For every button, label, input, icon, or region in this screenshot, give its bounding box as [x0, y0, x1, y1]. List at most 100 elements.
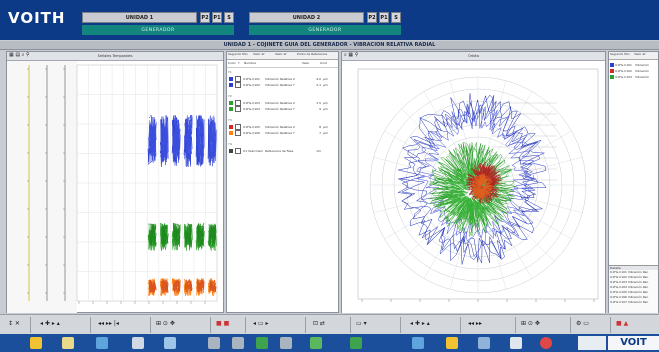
channel-row[interactable]: U1FG.C105 Vibración Relativa X 8 µm [227, 124, 338, 130]
channel-name: Vibración [635, 75, 650, 79]
toolbar-sync2-section[interactable]: ⊞ ⊙ ✥ [515, 317, 571, 333]
channel-checkbox[interactable] [235, 76, 241, 82]
col-referencia[interactable]: Punto de Referencia [297, 52, 328, 56]
green-down-arrow-icon[interactable] [256, 337, 268, 349]
unit-2-p2-button[interactable]: P2 [367, 12, 377, 23]
toolbar-step-section[interactable]: ◂◂ ▸▸ [460, 317, 516, 333]
unit-1-s-button[interactable]: S [224, 12, 234, 23]
unit-2-s-button[interactable]: S [391, 12, 401, 23]
toolbar-move-section[interactable]: ◂ ✚ ▸ ▴ [400, 317, 461, 333]
channel-checkbox[interactable] [235, 82, 241, 88]
channel-checkbox[interactable] [235, 130, 241, 136]
channel-group-label: Y2 [228, 94, 232, 98]
p2-label: P2 [201, 14, 209, 21]
right-channel-row[interactable]: U1FG.C103 Vibración [609, 74, 658, 80]
channel-color-swatch [610, 75, 614, 79]
col-segundo[interactable]: Segundo Min [228, 52, 248, 56]
signal-trace [184, 223, 193, 248]
orbit-tool-icons[interactable]: ⌕ ▦ ⚲ [344, 52, 359, 58]
channel-group-label: Y1 [228, 70, 232, 74]
signal-trace [208, 223, 217, 248]
channel-checkbox[interactable] [235, 100, 241, 106]
refresh-icon[interactable] [310, 337, 322, 349]
signal-trace [196, 115, 205, 163]
chart-icon[interactable] [96, 337, 108, 349]
tools-icon[interactable] [132, 337, 144, 349]
monitor-icon[interactable] [164, 337, 176, 349]
up-arrow-icon[interactable] [232, 337, 244, 349]
info-icon[interactable] [510, 337, 522, 349]
toolbar-zoom-section[interactable]: ◂ ✚ ▸ ▴ [30, 317, 91, 333]
signal-trace [148, 279, 157, 294]
toolbar-sync-section[interactable]: ⊞ ⊙ ✥ [150, 317, 211, 333]
channel-id: U1FG.C103 [243, 101, 260, 105]
toolbar-nav-section[interactable]: ◂◂ ▸▸ |◂ [90, 317, 151, 333]
toolbar-misc-section[interactable]: ■ ▲ [616, 320, 629, 327]
unit-2-button[interactable]: UNIDAD 2 [249, 12, 364, 23]
toolbar-axis-section[interactable]: ▭ ▾ [350, 317, 401, 333]
channel-id: U1FG.C105 [243, 125, 260, 129]
channel-value: 1m [316, 149, 321, 153]
unit-1-p2-button[interactable]: P2 [200, 12, 210, 23]
channel-color-swatch [229, 77, 233, 81]
toolbar-scale-section[interactable]: ↕ ✕ [0, 317, 31, 333]
channel-row[interactable]: U1FG.C106 Vibración Relativa Y 7 µm [227, 130, 338, 136]
orbit-title: Orbita [468, 54, 479, 58]
power-icon[interactable] [540, 337, 552, 349]
signal-trace [208, 115, 217, 163]
unit-2-generator-tab[interactable]: GENERADOR [249, 25, 401, 35]
channel-name: Vibración Relativa X [265, 101, 296, 105]
toolbar-view-section[interactable]: ⊡ ⇄ [305, 317, 351, 333]
unit-2-p1-button[interactable]: P1 [379, 12, 389, 23]
green-arrow-icon[interactable] [350, 337, 362, 349]
log-row: U1FG.C101 Vibración Rel. [610, 270, 649, 274]
orbit-trace [469, 172, 494, 201]
orbit-plot[interactable] [342, 61, 605, 313]
channel-row[interactable]: U1FG.C101 Vibración Relativa X 4.0 µm [227, 76, 338, 82]
grid-icon[interactable] [412, 337, 424, 349]
signal-trace [184, 114, 193, 162]
toolbar-settings-section[interactable]: ⚙ ▭ [570, 317, 611, 333]
col-y: Y [238, 61, 240, 65]
time-signals-chart[interactable] [7, 61, 223, 313]
channel-value: 2.1 [316, 83, 321, 87]
col-valor-1[interactable]: Valor af [253, 52, 265, 56]
right-col-segundo[interactable]: Segundo Min [610, 52, 630, 56]
channel-group-label: Y3 [228, 118, 232, 122]
channel-id: U1FG.C104 [243, 107, 260, 111]
channel-color-swatch [229, 101, 233, 105]
right-channel-row[interactable]: U1FG.C102 Vibración [609, 68, 658, 74]
back-arrow-icon[interactable] [208, 337, 220, 349]
report-icon[interactable] [446, 337, 458, 349]
orbit-panel: Orbita ⌕ ▦ ⚲ [341, 51, 606, 313]
channel-row[interactable]: U1FG.C102 Vibración Relativa Y 2.1 µm [227, 82, 338, 88]
unit-1-button[interactable]: UNIDAD 1 [82, 12, 197, 23]
toolbar-color-section[interactable]: ■ ■ [210, 317, 246, 333]
channel-row[interactable]: U1 Velocidad Referencia de Fase 1m [227, 148, 338, 154]
signal-trace [184, 279, 193, 294]
forward-arrow-icon[interactable] [280, 337, 292, 349]
channel-checkbox[interactable] [235, 106, 241, 112]
channel-id: U1FG.C102 [615, 69, 632, 73]
unit-1-generator-tab[interactable]: GENERADOR [82, 25, 234, 35]
toolbar-range-section[interactable]: ◂ ▭ ▸ [245, 317, 306, 333]
channel-checkbox[interactable] [235, 124, 241, 130]
channel-row[interactable]: U1FG.C103 Vibración Relativa X 1.5 µm [227, 100, 338, 106]
channel-table-panel: Segundo Min Valor af Valor af Punto de R… [226, 51, 339, 313]
unit-1-p1-button[interactable]: P1 [212, 12, 222, 23]
generator-label: GENERADOR [308, 27, 342, 33]
status-indicator [578, 336, 606, 350]
panel-tool-icons[interactable]: ▦ ▤ ⌕ ⚲ [9, 52, 30, 58]
col-valor-2[interactable]: Valor af [275, 52, 287, 56]
signal-trace [160, 223, 169, 247]
right-channel-row[interactable]: U1FG.C101 Vibración [609, 62, 658, 68]
document-icon[interactable] [62, 337, 74, 349]
channel-id: U1FG.C106 [243, 131, 260, 135]
right-col-valor[interactable]: Valor af [634, 52, 646, 56]
folder-icon[interactable] [30, 337, 42, 349]
p1-label: P1 [213, 14, 221, 21]
window-icon[interactable] [478, 337, 490, 349]
channel-checkbox[interactable] [235, 148, 241, 154]
channel-row[interactable]: U1FG.C104 Vibración Relativa Y 9 µm [227, 106, 338, 112]
right-channel-list: U1FG.C101 Vibración U1FG.C102 Vibración … [609, 62, 658, 80]
